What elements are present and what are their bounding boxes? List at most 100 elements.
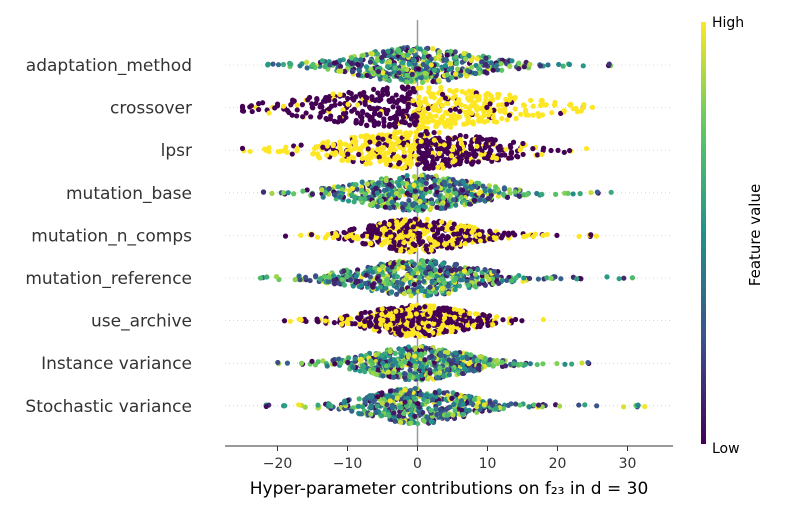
data-point [391,410,397,416]
data-point [472,311,479,317]
data-point [448,153,455,159]
data-point [425,275,431,281]
data-point [314,316,320,322]
data-point [431,129,437,136]
data-point [570,191,576,197]
data-point [444,202,451,208]
data-point [437,350,444,356]
data-point [444,412,450,418]
data-point [380,92,386,98]
data-point [401,52,407,58]
data-point [540,147,546,154]
data-point [338,360,344,366]
data-point [398,360,404,366]
data-point [440,195,447,201]
data-point [399,119,405,125]
data-point [629,275,636,281]
data-point [283,144,289,150]
data-point [397,144,403,150]
data-point [549,110,555,116]
data-point [509,318,515,324]
data-point [430,78,436,85]
data-point [387,349,393,355]
data-point [506,97,512,103]
data-point [429,161,435,167]
data-point [345,233,352,239]
data-point [446,66,452,73]
data-point [392,350,398,356]
data-point [355,403,362,409]
data-point [386,77,392,84]
data-point [474,112,480,118]
data-point [392,418,398,424]
data-point [365,146,371,152]
data-point [370,105,377,112]
data-point [520,151,526,158]
data-point [420,329,427,335]
data-point [409,145,415,152]
data-point [616,276,622,282]
data-point [307,277,313,284]
data-point [379,306,385,312]
data-point [294,102,300,108]
data-point [379,390,385,396]
data-point [431,182,438,188]
data-point [362,280,369,287]
data-point [461,268,467,274]
data-point [265,61,271,67]
data-point [430,397,436,403]
data-point [287,318,293,324]
data-point [320,194,326,200]
x-axis-label: Hyper-parameter contributions on f₂₃ in … [250,479,649,499]
data-point [342,68,348,75]
data-point [450,176,456,183]
data-point [519,318,525,324]
data-point [538,97,544,104]
data-point [338,68,344,74]
data-point [367,323,373,329]
data-point [438,205,445,212]
data-point [387,121,393,128]
data-point [540,316,546,323]
data-point [430,227,436,233]
data-point [408,313,414,319]
data-point [515,154,521,160]
data-point [458,102,464,108]
data-point [410,98,416,104]
data-point [427,370,433,376]
data-point [439,219,445,225]
feature-label: Instance variance [41,354,192,374]
data-point [501,185,507,191]
data-point [534,361,540,368]
data-point [445,117,451,123]
data-point [315,153,321,160]
data-point [396,413,402,419]
data-point [371,397,377,404]
data-point [421,54,427,60]
data-point [315,402,321,408]
data-point [396,70,402,76]
data-point [487,357,493,363]
data-point [367,139,373,145]
data-point [402,201,408,207]
data-point [384,85,390,91]
data-point [473,284,479,290]
data-point [425,119,432,125]
data-point [404,190,410,196]
data-point [405,352,412,358]
data-point [463,133,469,139]
data-point [562,361,568,367]
data-point [446,290,452,296]
data-point [433,406,439,412]
data-point [323,115,329,122]
data-point [494,62,500,68]
data-point [386,181,393,188]
data-point [457,108,463,115]
data-point [353,56,359,63]
data-point [466,223,472,229]
data-point [389,405,396,411]
data-point [352,356,358,362]
data-point [582,402,588,408]
data-point [326,185,332,192]
data-point [417,231,423,237]
